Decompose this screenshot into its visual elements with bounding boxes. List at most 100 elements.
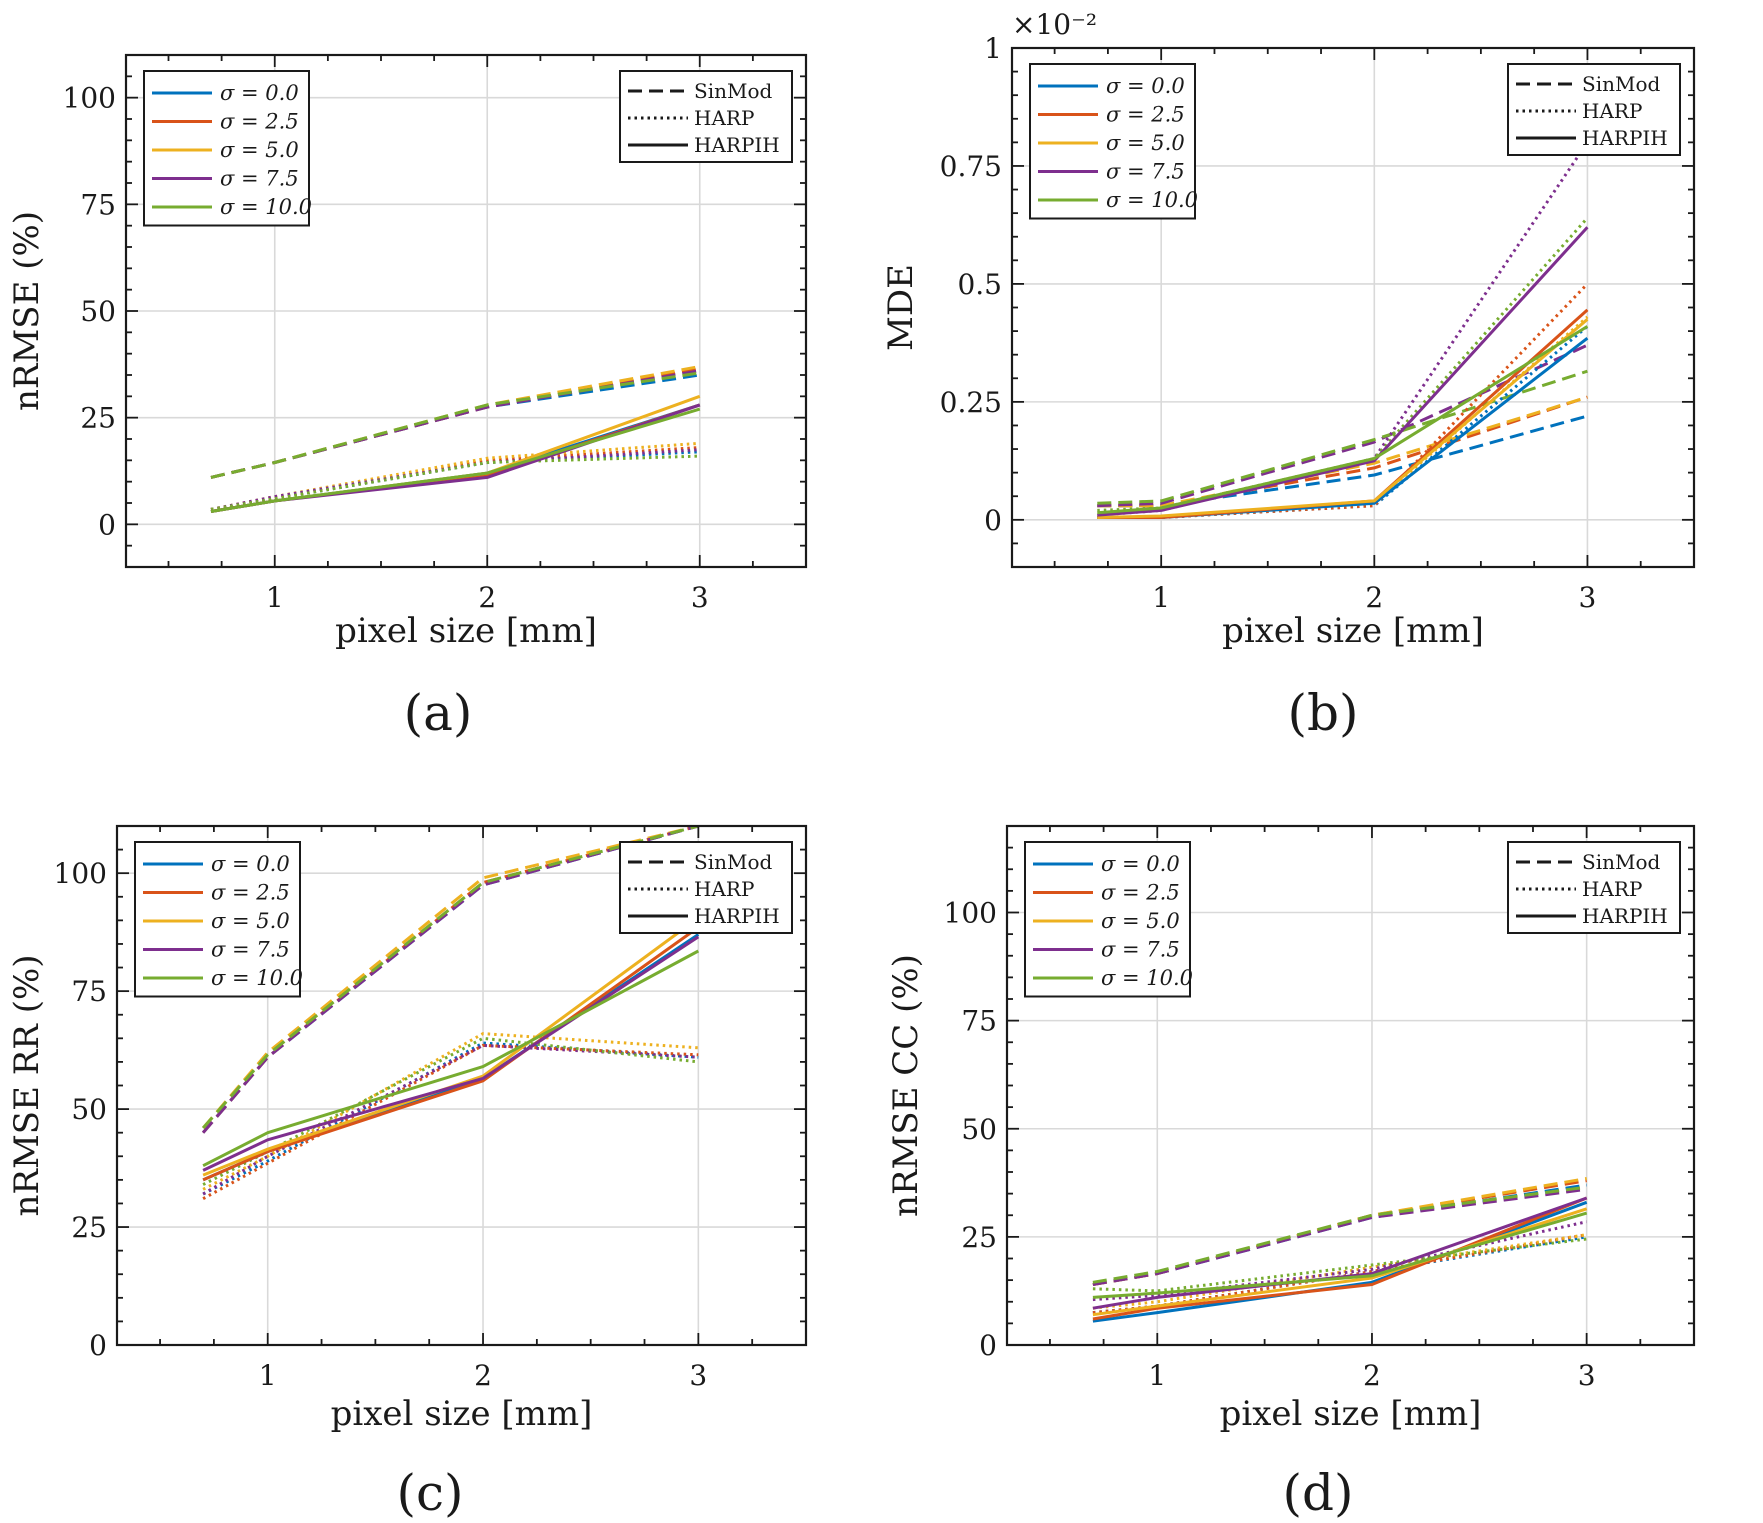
y-tick-label: 50 (71, 1093, 107, 1126)
series-sinmod-line (1092, 1187, 1587, 1286)
legend-sigma-box (1024, 841, 1191, 998)
legend-sigma-label: σ = 5.0 (1101, 909, 1180, 933)
legend-sigma-box (134, 841, 301, 998)
x-axis-label: pixel size [mm] (331, 1394, 593, 1434)
legend-sigma-label: σ = 7.5 (220, 167, 299, 191)
legend-methods: SinMod HARP HARPIH (619, 841, 793, 934)
y-axis-label: nRMSE CC (%) (886, 954, 926, 1217)
legend-method-label: SinMod (1582, 850, 1660, 874)
ticks (117, 825, 807, 1346)
series-harp-line (1092, 1233, 1587, 1315)
data-lines (201, 826, 700, 1201)
legend-sigma: σ = 0.0 σ = 2.5 σ = 5.0 σ = 7.5 σ = 10.0 (143, 70, 312, 227)
ticks (1007, 825, 1695, 1346)
legend-sigma-label: σ = 5.0 (1106, 131, 1185, 155)
legend-methods-box (619, 70, 793, 163)
series-harpih-line (1092, 1196, 1588, 1321)
legend-sigma-label: σ = 7.5 (1101, 938, 1180, 962)
legend-methods: SinMod HARP HARPIH (1507, 63, 1681, 156)
series-harpih-line (210, 407, 701, 513)
series-harpih-line (210, 403, 701, 513)
series-harpih-line (1097, 318, 1589, 519)
y-tick-label: 0 (979, 1329, 997, 1362)
y-axis-label: nRMSE RR (%) (7, 954, 47, 1216)
y-axis-label: nRMSE (%) (7, 211, 47, 411)
legend-method-label: SinMod (1582, 72, 1660, 96)
legend-sigma-label: σ = 2.5 (211, 881, 290, 905)
legend-method-label: HARPIH (694, 133, 780, 157)
subplot-caption: (d) (1282, 1464, 1353, 1522)
legend-sigma-label: σ = 2.5 (1101, 881, 1180, 905)
legend-method-label: HARPIH (694, 904, 780, 928)
y-tick-label: 25 (71, 1211, 107, 1244)
data-lines (1092, 1177, 1588, 1323)
series-sinmod-line (201, 826, 699, 1129)
x-tick-label: 3 (691, 581, 709, 614)
series-harp-line (202, 1043, 699, 1196)
legend-sigma-label: σ = 0.0 (220, 81, 299, 105)
series-harpih-line (202, 926, 700, 1182)
legend-method-label: HARPIH (1582, 126, 1668, 150)
y-tick-label: 75 (71, 975, 107, 1008)
y-tick-label: 75 (961, 1005, 997, 1038)
series-harp-line (202, 1043, 699, 1201)
legend-sigma-label: σ = 7.5 (1106, 160, 1185, 184)
ticks (126, 54, 807, 568)
series-sinmod-line (1097, 343, 1589, 508)
legend-method-label: HARP (694, 106, 754, 130)
subplot-a: 1 2 3 0 25 50 75 100 pixel size [mm] nRMSE (%) (a)… (7, 53, 808, 742)
legend-sigma-box (1029, 63, 1196, 220)
y-tick-label: 25 (961, 1221, 997, 1254)
legend-sigma: σ = 0.0 σ = 2.5 σ = 5.0 σ = 7.5 σ = 10.0 (134, 841, 303, 998)
legend-methods: SinMod HARP HARPIH (619, 70, 793, 163)
series-harpih-line (1097, 325, 1589, 515)
legend-sigma-label: σ = 10.0 (1101, 966, 1193, 990)
series-sinmod-line (1092, 1185, 1587, 1284)
x-tick-label: 1 (1148, 1359, 1166, 1392)
series-harp-line (202, 1041, 699, 1196)
legend-method-label: HARP (694, 877, 754, 901)
y-tick-label: 50 (80, 295, 116, 328)
y-tick-label: 100 (63, 82, 116, 115)
x-tick-label: 2 (478, 581, 496, 614)
ticks (1012, 47, 1695, 568)
y-tick-label: 100 (944, 897, 997, 930)
y-axis-label: MDE (881, 264, 921, 351)
subplot-caption: (b) (1287, 684, 1358, 742)
series-sinmod-line (210, 373, 701, 479)
series-harpih-line (210, 403, 701, 513)
legend-sigma-label: σ = 5.0 (211, 909, 290, 933)
y-tick-label: 0 (984, 504, 1002, 537)
subplot-caption: (c) (396, 1464, 463, 1522)
y-tick-label: 0.5 (957, 268, 1002, 301)
series-harp-line (1097, 216, 1589, 512)
y-tick-label: 1 (984, 32, 1002, 65)
y-tick-label: 50 (961, 1113, 997, 1146)
legend-sigma: σ = 0.0 σ = 2.5 σ = 5.0 σ = 7.5 σ = 10.0 (1029, 63, 1198, 220)
legend-sigma-label: σ = 0.0 (211, 852, 290, 876)
legend-method-label: SinMod (694, 79, 772, 103)
x-tick-label: 3 (1579, 581, 1597, 614)
subplot-b: 1 2 3 0 0.25 0.5 0.75 1 ×10⁻² pixel size [mm] MDE (… (881, 8, 1696, 742)
y-exponent-label: ×10⁻² (1012, 8, 1097, 41)
x-tick-label: 1 (266, 581, 284, 614)
series-harpih-line (210, 403, 701, 513)
subplot-d: 1 2 3 0 25 50 75 100 pixel size [mm] nRMSE CC (%)… (886, 824, 1696, 1522)
y-tick-label: 25 (80, 402, 116, 435)
series-harp-line (1097, 315, 1589, 519)
legend-method-label: HARP (1582, 877, 1642, 901)
series-harpih-line (1097, 337, 1589, 519)
legend-method-label: HARPIH (1582, 904, 1668, 928)
x-tick-label: 3 (1578, 1359, 1596, 1392)
legend-sigma-label: σ = 10.0 (1106, 188, 1198, 212)
series-harp-line (1092, 1233, 1587, 1310)
legend-sigma-label: σ = 0.0 (1101, 852, 1180, 876)
subplot-c: 1 2 3 0 25 50 75 100 pixel size [mm] nRMSE RR (%)… (7, 824, 808, 1522)
series-harpih-line (1092, 1211, 1588, 1299)
x-axis-label: pixel size [mm] (1220, 1394, 1482, 1434)
legend-sigma-label: σ = 10.0 (220, 195, 312, 219)
y-tick-label: 0.75 (940, 150, 1002, 183)
series-harp-line (202, 1036, 699, 1186)
legend-sigma-label: σ = 5.0 (220, 138, 299, 162)
